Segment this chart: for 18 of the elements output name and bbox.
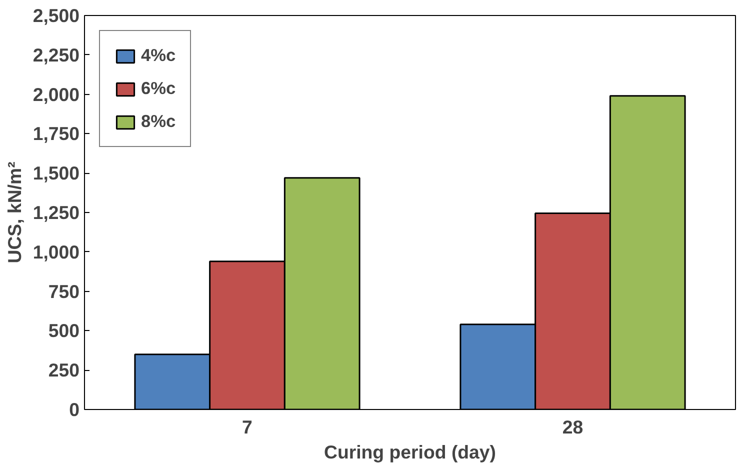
y-tick-label: 1,250 <box>32 202 80 223</box>
y-tick-label: 2,500 <box>32 5 80 26</box>
y-tick-label: 1,500 <box>32 162 80 184</box>
y-tick-label: 1,000 <box>32 241 80 262</box>
y-tick-label: 2,250 <box>32 44 80 66</box>
y-tick-label: 500 <box>48 320 80 342</box>
legend-label: 4%c <box>141 45 176 66</box>
y-tick-label: 250 <box>48 360 80 381</box>
y-tick-label: 2,000 <box>32 84 80 105</box>
y-tick-label: 0 <box>69 399 80 420</box>
x-tick-label: 28 <box>562 416 584 438</box>
x-tick-label: 7 <box>242 416 252 438</box>
legend-label: 8%c <box>141 111 176 132</box>
legend-label: 6%c <box>141 78 176 99</box>
y-tick-label: 1,750 <box>32 123 80 144</box>
x-axis-title: Curing period (day) <box>324 442 496 462</box>
y-tick-label: 750 <box>48 280 80 302</box>
y-axis-title: UCS, kN/m² <box>4 162 25 264</box>
